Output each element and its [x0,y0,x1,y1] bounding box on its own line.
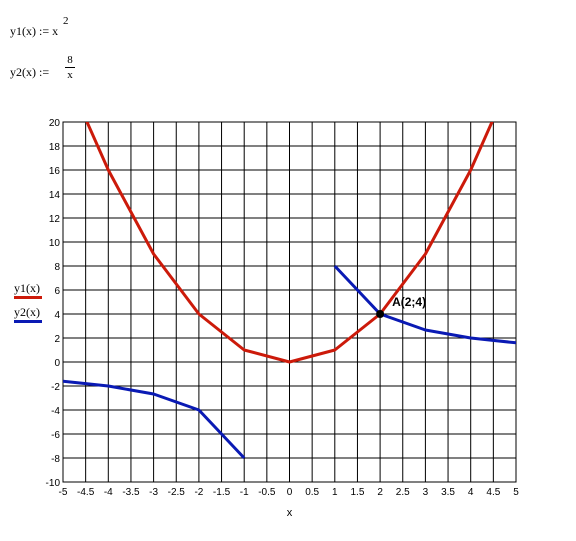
y-tick-label: -6 [51,430,60,441]
x-tick-label: -3.5 [122,487,140,498]
x-tick-label: -0.5 [258,487,276,498]
x-tick-label: 4 [468,487,474,498]
legend-swatch-y2 [14,320,42,323]
formula-y2-fraction: 8 x [65,54,75,81]
intersection-point [376,310,385,318]
y-tick-label: 6 [54,286,60,297]
x-tick-label: 1.5 [350,487,364,498]
x-tick-label: -4.5 [77,487,95,498]
legend-label-y2: y2(x) [14,305,40,319]
x-axis-label: x [287,507,293,519]
legend-entry-y2: y2(x) [14,305,42,329]
x-tick-label: 2 [377,487,383,498]
series-2-line-0 [63,379,246,460]
formula-y2-numerator: 8 [67,54,73,66]
y-tick-label: 12 [49,214,61,225]
y-tick-label: -10 [46,478,61,489]
plot-frame [62,121,517,483]
x-tick-label: -1 [240,487,249,498]
y-tick-label: 8 [54,262,60,273]
x-tick-label: -3 [149,487,158,498]
y-tick-label: 18 [49,142,61,153]
y-tick-label: 2 [54,334,60,345]
x-tick-label: -5 [59,487,68,498]
y-tick-label: -4 [51,406,60,417]
x-tick-label: 1 [332,487,338,498]
legend: y1(x) y2(x) [14,281,42,329]
legend-label-y1: y1(x) [14,281,40,295]
x-tick-label: 3.5 [441,487,455,498]
y-tick-label: 14 [49,190,61,201]
y-tick-label: 10 [49,238,61,249]
x-tick-label: 0.5 [305,487,319,498]
annotation-label: A(2;4) [392,295,426,309]
x-tick-label: -2 [194,487,203,498]
legend-swatch-y1 [14,296,42,299]
formula-y2-lhs: y2(x) := [10,65,50,79]
y-tick-label: -8 [51,454,60,465]
y-tick-label: 0 [54,358,60,369]
y-tick-label: 20 [49,118,61,129]
formula-y1-lhs: y1(x) := x [10,24,59,38]
x-tick-label: 5 [513,487,519,498]
x-tick-label: 2.5 [396,487,410,498]
formula-y1-exponent: 2 [63,15,69,27]
y-tick-label: -2 [51,382,60,393]
legend-entry-y1: y1(x) [14,281,42,305]
series-1-line-0 [85,122,494,364]
x-tick-label: 4.5 [486,487,500,498]
series-2-line-1 [333,264,516,345]
y-tick-label: 16 [49,166,61,177]
x-tick-label: -4 [104,487,113,498]
x-tick-label: 3 [423,487,429,498]
x-tick-label: 0 [287,487,293,498]
fraction-bar [65,67,75,68]
y-tick-label: 4 [54,310,60,321]
formula-y2-denominator: x [67,69,73,81]
formula-y2: y2(x) := 8 x [10,54,75,81]
formula-y1: y1(x) := x 2 [10,15,69,39]
x-tick-label: -1.5 [213,487,231,498]
x-tick-label: -2.5 [168,487,186,498]
